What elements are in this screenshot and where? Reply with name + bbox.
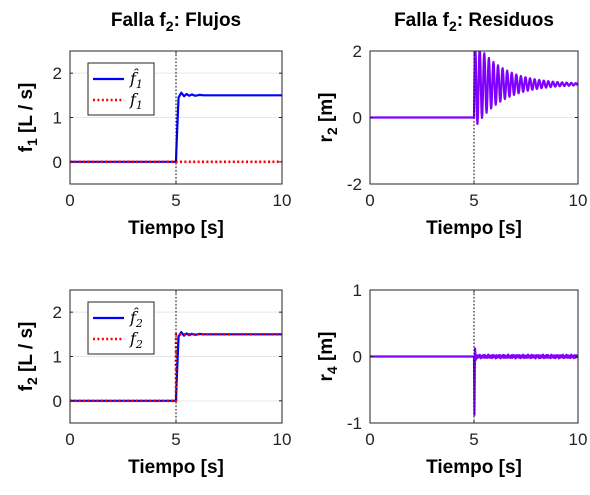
y-tick-label: 0 [353, 348, 362, 367]
y-tick-label: 2 [353, 42, 362, 61]
y-axis-label: r4 [m] [316, 331, 340, 381]
y-axis-label: f2 [L / s] [16, 322, 40, 392]
y-tick-label: 0 [353, 109, 362, 128]
x-tick-label: 0 [65, 430, 74, 449]
legend-label: f1 [129, 90, 143, 112]
x-tick-label: 5 [469, 191, 478, 210]
series-line-0 [370, 51, 578, 126]
x-axis-label: Tiempo [s] [426, 218, 522, 239]
x-tick-label: 10 [569, 430, 588, 449]
x-tick-label: 5 [171, 191, 180, 210]
legend-box [87, 62, 155, 116]
x-tick-label: 5 [171, 430, 180, 449]
series-line-0 [70, 91, 282, 163]
y-tick-label: 2 [53, 64, 62, 83]
series-line-0 [370, 347, 578, 417]
chart-title: Falla f2: Residuos [394, 10, 554, 34]
legend-label: f2 [129, 329, 143, 351]
y-axis-label: f1 [L / s] [16, 83, 40, 153]
series-line-1 [70, 333, 282, 403]
y-tick-label: -1 [347, 414, 362, 433]
y-tick-label: -2 [347, 175, 362, 194]
x-tick-label: 0 [365, 430, 374, 449]
y-tick-label: 1 [353, 281, 362, 300]
x-tick-label: 5 [469, 430, 478, 449]
y-axis-label: r2 [m] [316, 92, 340, 142]
y-tick-label: 0 [53, 392, 62, 411]
legend-label: f̂1 [129, 69, 143, 91]
legend-label: f̂2 [129, 308, 143, 330]
x-axis-label: Tiempo [s] [426, 457, 522, 478]
y-tick-label: 1 [53, 348, 62, 367]
y-tick-label: 2 [53, 303, 62, 322]
y-tick-label: 0 [53, 153, 62, 172]
x-tick-label: 10 [569, 191, 588, 210]
y-tick-label: 1 [53, 109, 62, 128]
x-axis-label: Tiempo [s] [128, 218, 224, 239]
legend: f̂2f2 [87, 301, 155, 355]
x-tick-label: 10 [273, 191, 292, 210]
x-tick-label: 10 [273, 430, 292, 449]
chart-flujos-f1: 0 5 10 0 1 2 Tiempo [s] f1 [L / s] Falla f2: Flu… [16, 10, 291, 239]
legend: f̂1f1 [87, 62, 155, 116]
legend-box [87, 301, 155, 355]
x-tick-label: 0 [365, 191, 374, 210]
x-tick-label: 0 [65, 191, 74, 210]
chart-title: Falla f2: Flujos [111, 10, 241, 34]
x-axis-label: Tiempo [s] [128, 457, 224, 478]
chart-flujos-f2: 0 5 10 0 1 2 Tiempo [s] f2 [L / s] f̂2f2 [16, 289, 292, 478]
